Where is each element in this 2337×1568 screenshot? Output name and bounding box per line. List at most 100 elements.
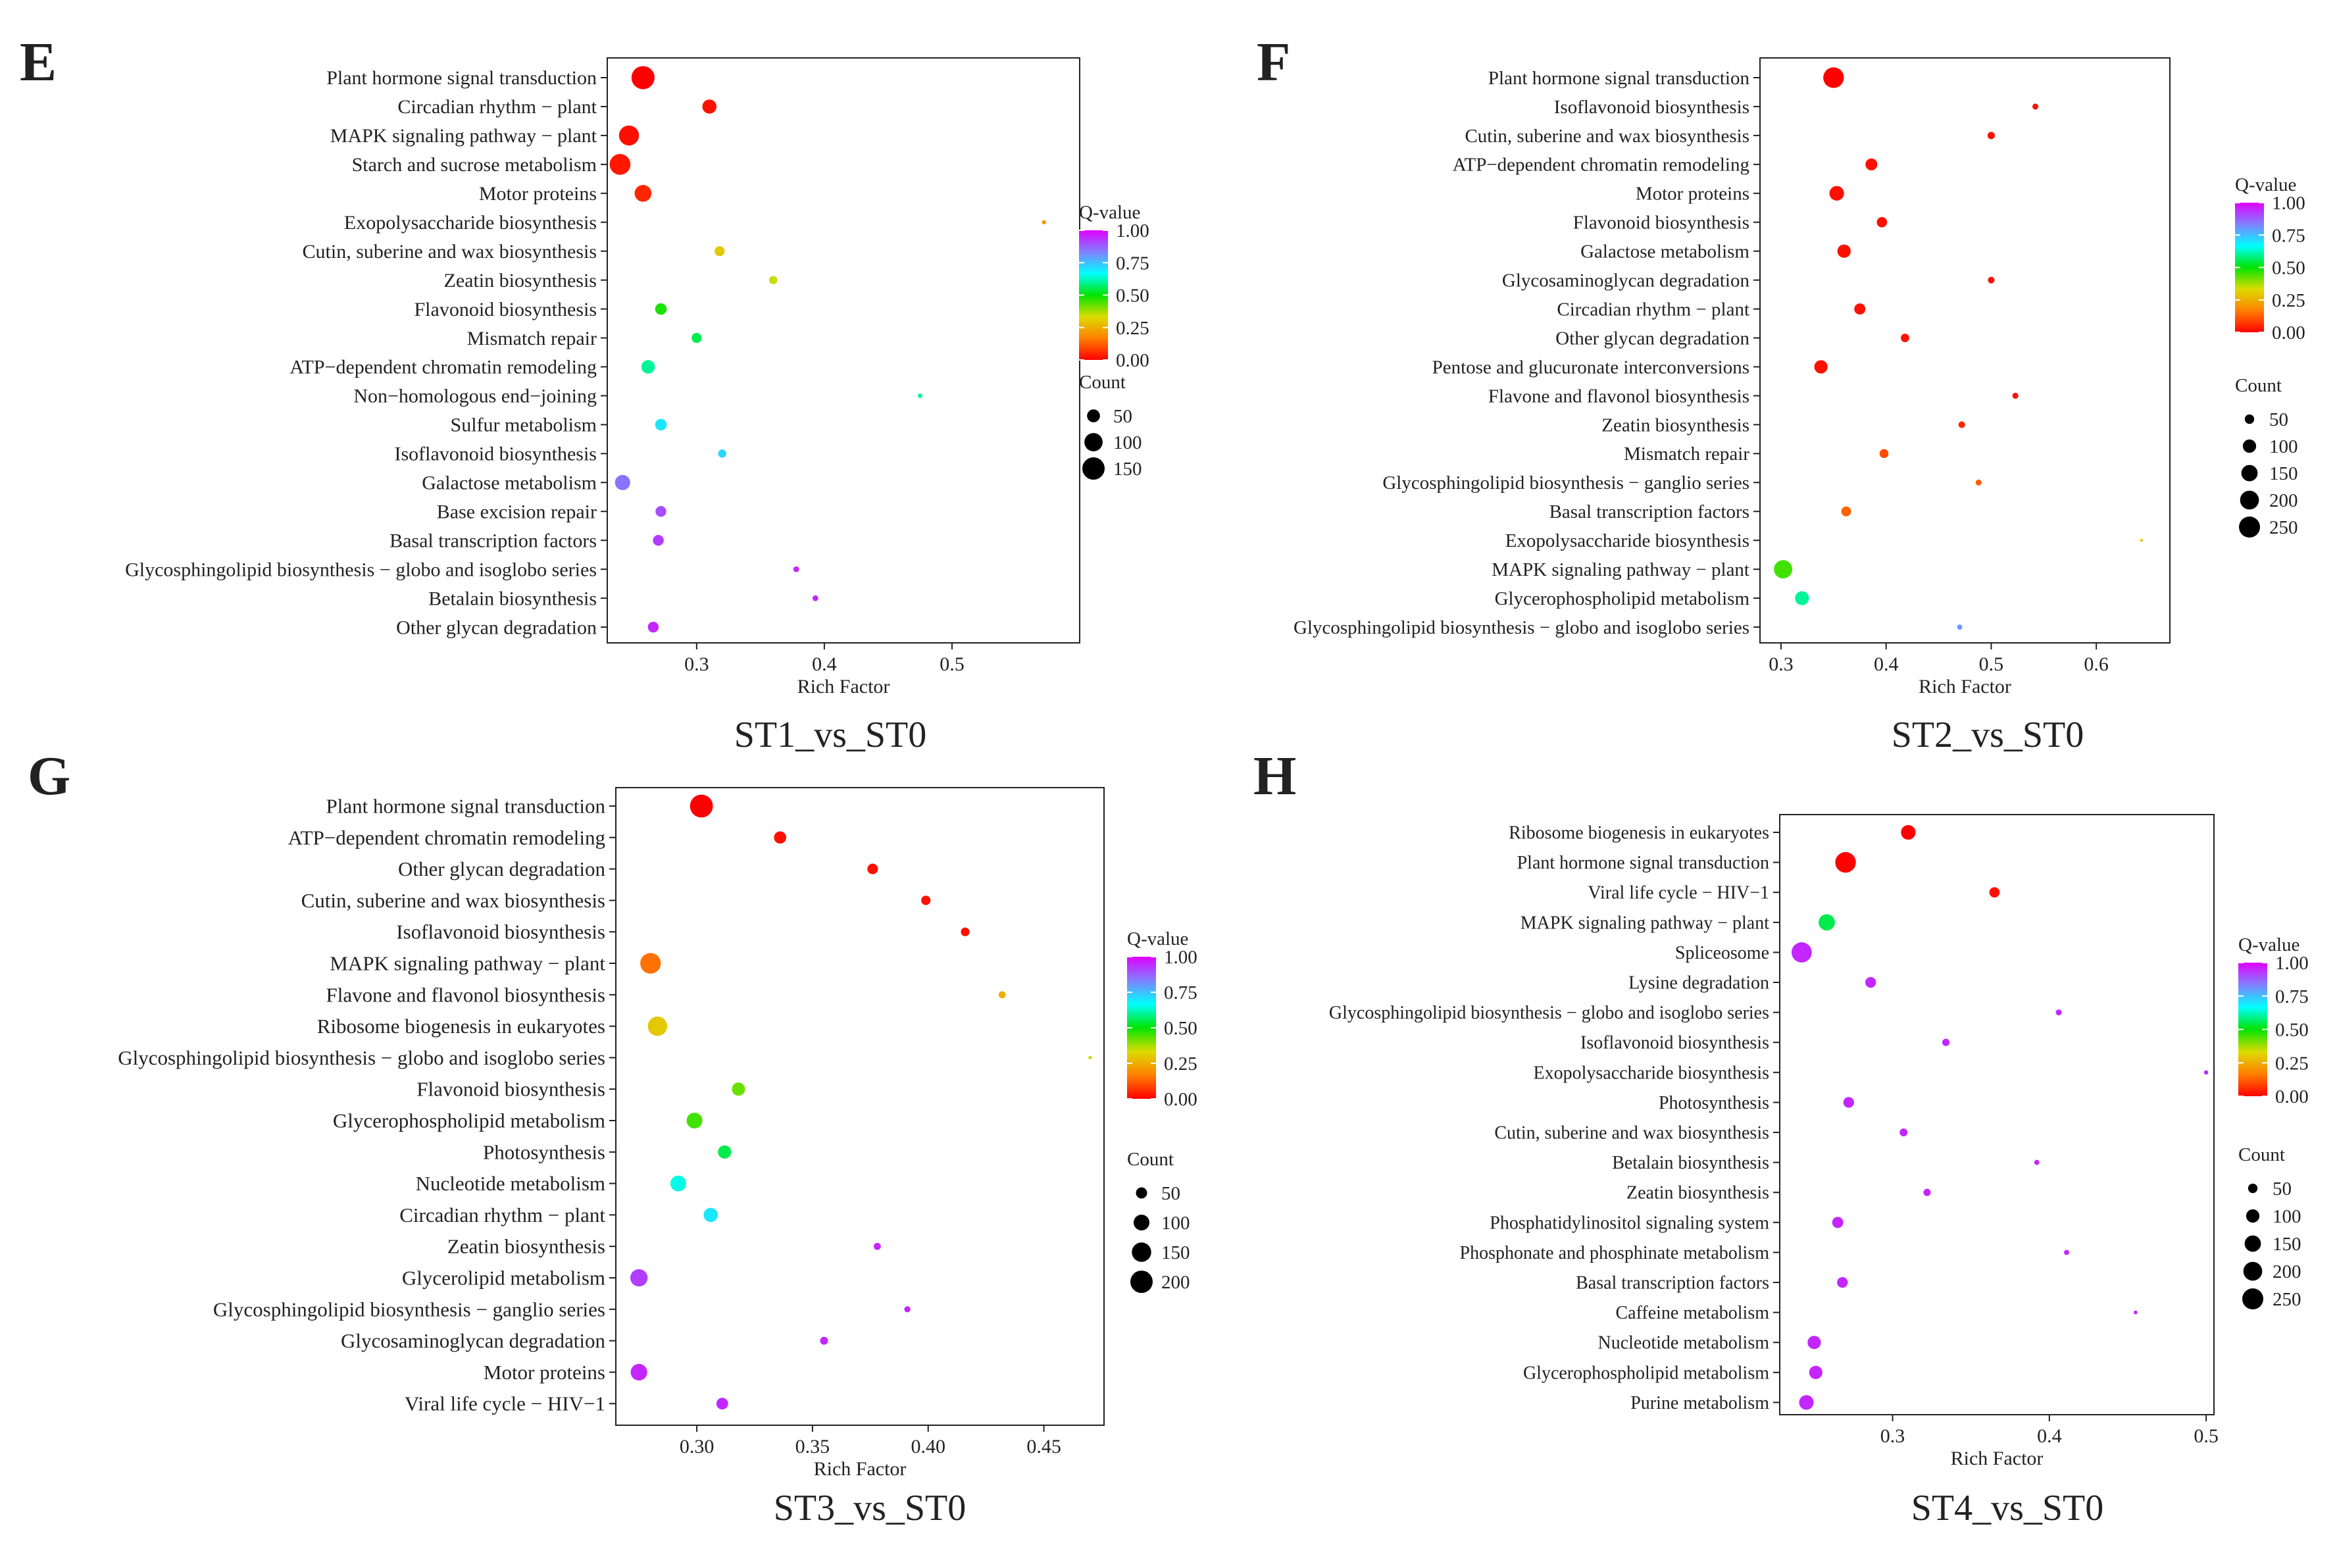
y-tick-label: Motor proteins — [1636, 184, 1749, 205]
y-tick-label: Lysine degradation — [1628, 973, 1769, 994]
data-point — [1958, 421, 1965, 428]
data-point — [1837, 1277, 1848, 1288]
data-point — [1975, 479, 1982, 486]
size-legend-title: Count — [1127, 1149, 1174, 1170]
data-point — [647, 621, 659, 633]
y-tick-label: ATP−dependent chromatin remodeling — [289, 357, 597, 378]
size-legend-dot — [1133, 1214, 1150, 1231]
color-legend-label: 0.00 — [2272, 322, 2305, 343]
data-point — [631, 66, 655, 89]
color-legend-label: 0.00 — [1116, 350, 1149, 371]
size-legend-title: Count — [2238, 1144, 2285, 1165]
y-tick-label: Circadian rhythm − plant — [1557, 299, 1749, 320]
data-point — [1809, 1365, 1822, 1379]
color-legend-label: 0.50 — [1164, 1018, 1197, 1039]
x-axis-label: Rich Factor — [1919, 676, 2011, 697]
color-legend-label: 0.00 — [2275, 1086, 2309, 1107]
y-tick-label: Ribosome biogenesis in eukaryotes — [1509, 823, 1769, 844]
data-point — [1829, 186, 1844, 201]
y-tick-label: Glycerolipid metabolism — [402, 1267, 605, 1290]
y-tick-label: Other glycan degradation — [396, 617, 597, 638]
size-legend-dot — [2241, 465, 2258, 482]
data-point — [715, 246, 725, 257]
data-point — [732, 1082, 745, 1096]
data-point — [812, 595, 818, 601]
size-legend-label: 150 — [1113, 459, 1142, 480]
y-tick-label: Exopolysaccharide biosynthesis — [344, 212, 597, 234]
data-point — [691, 332, 702, 343]
y-tick-label: Nucleotide metabolism — [416, 1172, 605, 1195]
size-legend-label: 50 — [1113, 406, 1132, 427]
y-tick-label: Viral life cycle − HIV−1 — [1588, 883, 1769, 903]
y-tick-label: Basal transcription factors — [390, 530, 597, 551]
data-point — [1823, 67, 1844, 88]
color-legend-label: 0.25 — [1116, 318, 1149, 339]
y-tick-label: Glycosphingolipid biosynthesis − globo a… — [1294, 617, 1749, 638]
color-legend-title: Q-value — [2238, 934, 2299, 955]
data-point — [2034, 1159, 2040, 1165]
color-legend-label: 0.75 — [1116, 253, 1149, 274]
color-legend-label: 0.75 — [2272, 225, 2305, 246]
data-point — [641, 360, 655, 374]
data-point — [2140, 538, 2144, 542]
data-point — [918, 393, 922, 398]
data-point — [716, 1398, 728, 1410]
color-legend-title: Q-value — [1127, 928, 1188, 949]
y-tick-label: Zeatin biosynthesis — [444, 270, 597, 291]
data-point — [1865, 976, 1876, 988]
data-point — [1837, 244, 1851, 258]
y-tick-label: Cutin, suberine and wax biosynthesis — [303, 241, 597, 263]
data-point — [1807, 1336, 1821, 1350]
y-tick-label: Basal transcription factors — [1549, 501, 1749, 522]
data-point — [615, 474, 630, 490]
chart-panel-g: G Plant hormone signal transduction ATP−de… — [28, 746, 1197, 1529]
size-legend-dot — [1084, 433, 1103, 451]
data-point — [703, 1207, 718, 1223]
x-tick-label: 0.3 — [1880, 1425, 1905, 1447]
color-legend-label: 0.25 — [1164, 1053, 1197, 1075]
y-tick-label: Ribosome biogenesis in eukaryotes — [317, 1015, 605, 1038]
data-point — [1854, 303, 1866, 315]
plot-frame — [1759, 57, 2171, 644]
y-tick-label: Flavone and flavonol biosynthesis — [326, 983, 605, 1006]
data-point — [873, 1242, 881, 1250]
data-point — [921, 896, 931, 905]
color-legend-label: 0.50 — [2272, 258, 2305, 279]
size-legend-label: 50 — [2269, 409, 2288, 430]
chart-title: ST3_vs_ST0 — [774, 1488, 967, 1529]
data-point — [904, 1306, 911, 1313]
y-tick-label: Glycosphingolipid biosynthesis − globo a… — [125, 559, 597, 580]
data-point — [1901, 334, 1909, 342]
y-tick-label: Viral life cycle − HIV−1 — [405, 1392, 605, 1415]
x-tick-label: 0.5 — [2194, 1425, 2219, 1447]
data-point — [690, 794, 713, 818]
size-legend-title: Count — [1079, 372, 1126, 393]
data-point — [655, 303, 667, 315]
data-point — [2055, 1009, 2062, 1016]
x-tick-label: 0.4 — [1874, 653, 1899, 675]
color-legend-label: 1.00 — [1116, 220, 1149, 241]
data-point — [867, 863, 878, 874]
y-tick-label: Flavonoid biosynthesis — [414, 299, 597, 320]
data-point — [1819, 914, 1835, 931]
y-tick-label: Circadian rhythm − plant — [397, 96, 597, 118]
data-point — [1795, 591, 1809, 605]
size-legend-title: Count — [2235, 375, 2282, 396]
x-tick-label: 0.45 — [1026, 1436, 1061, 1457]
y-tick-label: ATP−dependent chromatin remodeling — [1453, 155, 1749, 176]
data-point — [1774, 560, 1793, 579]
data-point — [1899, 1128, 1908, 1136]
y-tick-label: Cutin, suberine and wax biosynthesis — [1494, 1123, 1769, 1144]
y-tick-label: Basal transcription factors — [1576, 1273, 1769, 1294]
y-tick-label: Flavone and flavonol biosynthesis — [1488, 386, 1749, 407]
panel-letter: H — [1253, 746, 1296, 807]
size-legend-dot — [2240, 490, 2259, 510]
y-tick-label: Glycosphingolipid biosynthesis − globo a… — [1329, 1003, 1769, 1023]
y-tick-label: Galactose metabolism — [1580, 241, 1749, 263]
data-point — [1814, 360, 1828, 374]
y-tick-label: Phosphonate and phosphinate metabolism — [1460, 1243, 1770, 1263]
data-point — [1832, 1217, 1844, 1228]
x-tick-label: 0.35 — [795, 1436, 830, 1457]
size-legend-label: 50 — [2273, 1178, 2292, 1200]
y-tick-label: Glycerophospholipid metabolism — [1495, 588, 1750, 609]
